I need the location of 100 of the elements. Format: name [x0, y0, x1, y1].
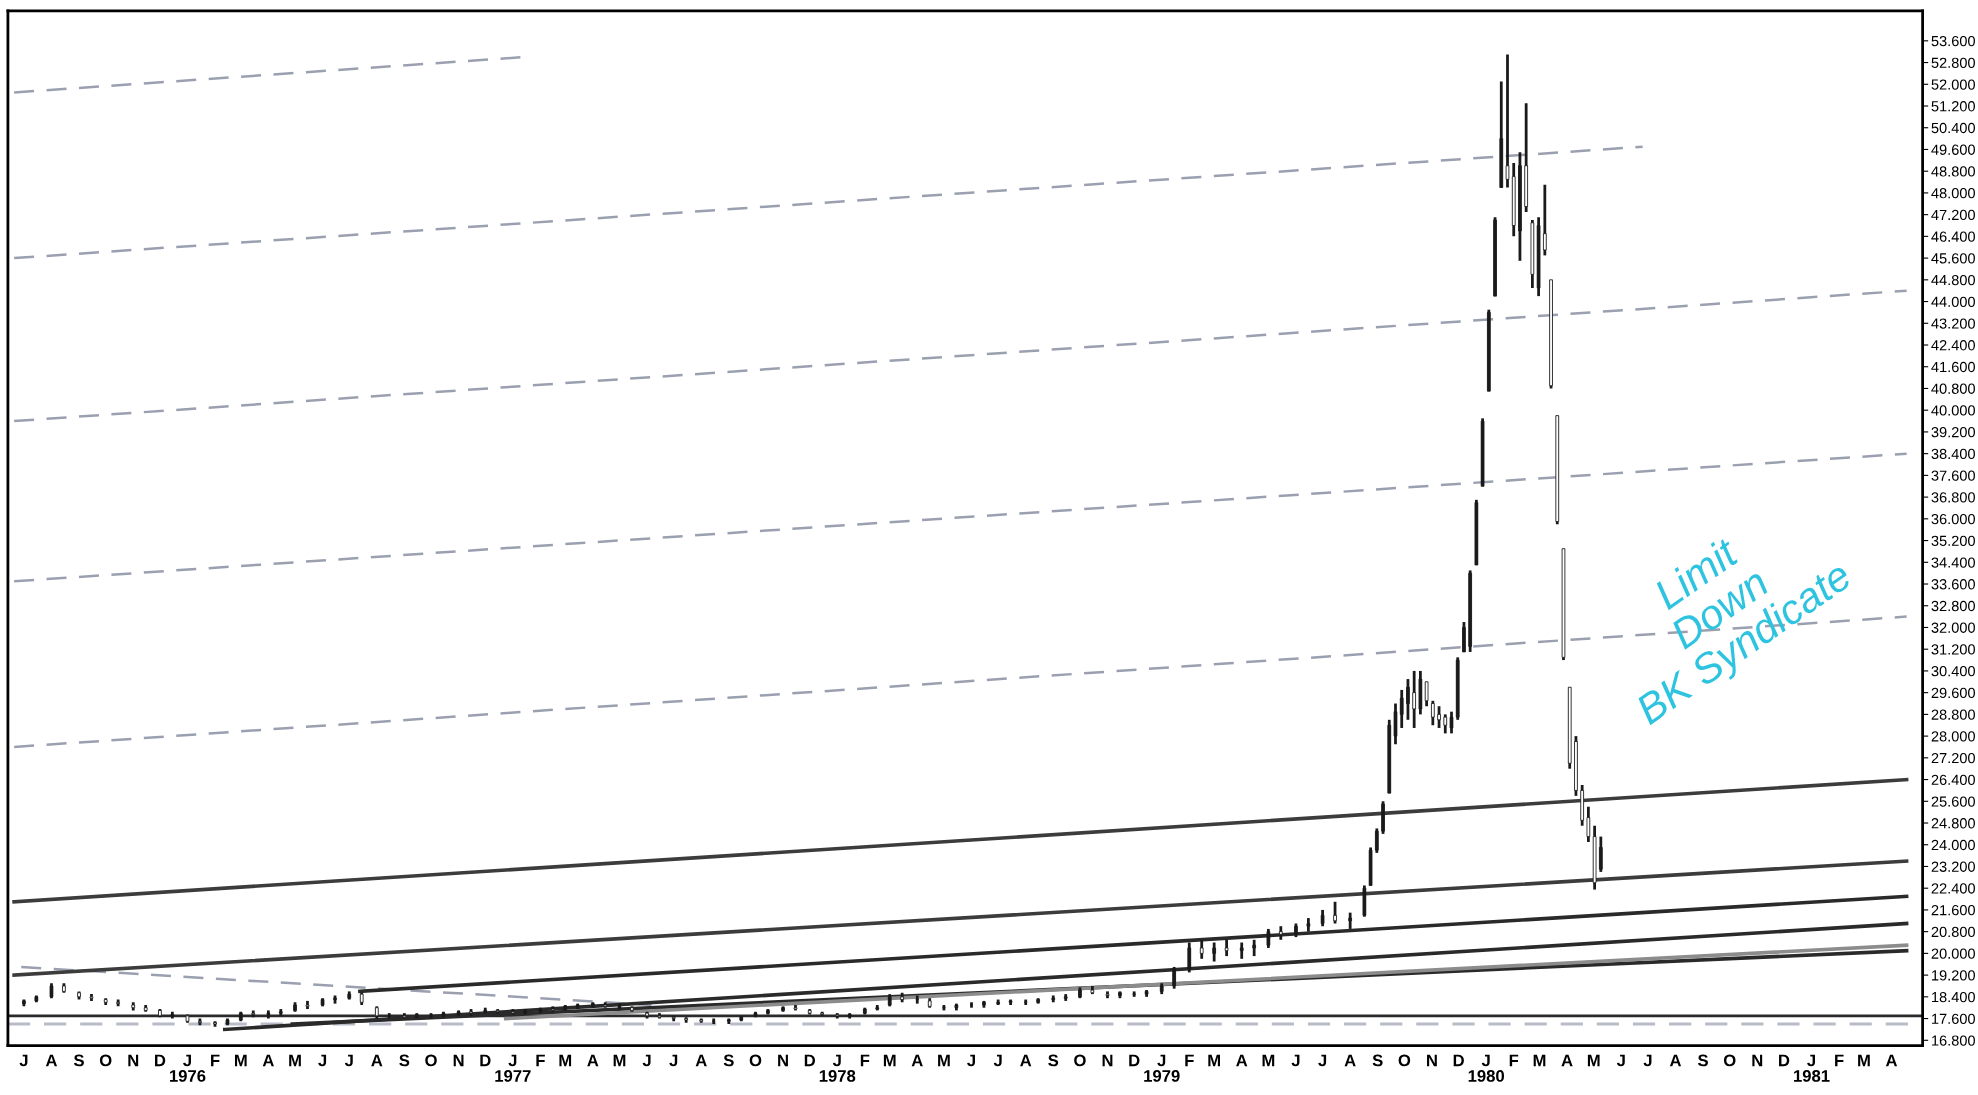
y-tick-label: 27.200: [1931, 752, 1975, 764]
y-tick-label: 32.000: [1931, 622, 1975, 633]
x-tick-label: A: [371, 1054, 383, 1067]
y-tick-label: 38.400: [1931, 448, 1975, 460]
y-tick-label: 29.600: [1931, 687, 1975, 699]
x-tick-label: D: [1129, 1054, 1140, 1067]
x-tick-label: O: [425, 1054, 437, 1067]
y-tick-label: 24.800: [1931, 818, 1975, 829]
y-tick-label: 42.400: [1931, 340, 1975, 351]
x-tick-label: O: [1723, 1054, 1736, 1067]
y-tick-label: 33.600: [1931, 579, 1975, 590]
x-tick-label: A: [695, 1054, 707, 1067]
x-tick-label: D: [804, 1054, 816, 1067]
y-tick-label: 35.200: [1931, 535, 1975, 546]
x-tick-label: M: [289, 1054, 301, 1067]
y-tick-label: 28.800: [1931, 709, 1975, 720]
y-tick-label: 36.000: [1931, 513, 1975, 525]
x-tick-label: M: [1262, 1054, 1275, 1067]
y-tick-label: 40.800: [1931, 383, 1975, 394]
x-tick-label: D: [480, 1054, 491, 1067]
x-tick-label: M: [938, 1054, 950, 1067]
x-tick-label: O: [1398, 1054, 1411, 1067]
x-tick-label: F: [1835, 1054, 1844, 1067]
x-tick-label: J 1981: [1794, 1054, 1830, 1082]
y-tick-label: 25.600: [1931, 796, 1975, 807]
x-tick-label: M: [1858, 1054, 1870, 1067]
x-tick-label: J: [993, 1054, 1002, 1067]
y-tick-label: 40.000: [1931, 405, 1975, 416]
x-tick-label: D: [1779, 1054, 1790, 1067]
y-tick-label: 20.800: [1931, 926, 1975, 938]
x-tick-label: S: [399, 1054, 410, 1067]
x-tick-label: A: [1020, 1054, 1032, 1067]
x-tick-label: N: [1102, 1054, 1113, 1067]
y-tick-label: 39.200: [1931, 427, 1975, 438]
y-tick-label: 20.000: [1931, 948, 1975, 959]
y-tick-label: 44.000: [1931, 296, 1975, 307]
y-tick-label: 52.000: [1931, 79, 1975, 90]
x-tick-label: D: [155, 1054, 166, 1067]
x-tick-label: O: [1074, 1054, 1086, 1067]
x-tick-label: F: [1185, 1054, 1194, 1067]
y-tick-label: 50.400: [1931, 122, 1975, 134]
x-tick-label: J: [967, 1054, 975, 1067]
x-tick-label: J 1977: [495, 1054, 531, 1082]
x-tick-label: N: [1427, 1054, 1437, 1067]
x-tick-label: F: [860, 1054, 870, 1067]
x-tick-label: A: [1236, 1054, 1248, 1067]
y-tick-label: 52.800: [1931, 57, 1975, 68]
x-tick-label: M: [1208, 1054, 1220, 1067]
y-tick-label: 19.200: [1932, 970, 1975, 981]
x-tick-label: J: [642, 1054, 651, 1067]
x-tick-label: A: [1885, 1054, 1898, 1067]
x-tick-label: F: [1509, 1054, 1519, 1067]
x-tick-label: M: [234, 1054, 247, 1067]
x-tick-label: J 1980: [1468, 1054, 1505, 1082]
x-tick-label: J 1979: [1144, 1054, 1180, 1082]
x-tick-label: J 1978: [819, 1054, 856, 1082]
x-tick-label: J: [318, 1054, 327, 1067]
y-tick-label: 18.400: [1932, 991, 1975, 1003]
y-tick-label: 23.200: [1931, 861, 1975, 872]
y-tick-label: 43.200: [1931, 318, 1975, 329]
x-tick-label: A: [45, 1054, 58, 1067]
y-tick-label: 41.600: [1931, 361, 1975, 373]
x-tick-label: A: [587, 1054, 599, 1067]
y-tick-label: 53.600: [1931, 35, 1975, 47]
x-tick-label: M: [1587, 1054, 1600, 1067]
y-tick-label: 26.400: [1931, 774, 1975, 785]
x-tick-label: J: [669, 1054, 678, 1067]
x-tick-label: N: [128, 1054, 139, 1067]
y-tick-label: 32.800: [1931, 600, 1975, 612]
y-tick-label: 30.400: [1931, 666, 1975, 677]
x-tick-label: J: [1318, 1054, 1327, 1067]
y-tick-label: 37.600: [1931, 470, 1975, 481]
x-tick-label: A: [1344, 1054, 1356, 1067]
x-tick-label: J: [344, 1054, 353, 1067]
x-tick-label: J 1976: [169, 1054, 206, 1082]
x-tick-label: O: [99, 1054, 112, 1067]
y-tick-label: 34.400: [1931, 557, 1975, 568]
y-tick-label: 28.000: [1931, 731, 1975, 742]
x-tick-label: S: [1372, 1054, 1383, 1067]
x-tick-label: S: [73, 1054, 84, 1067]
y-tick-label: 48.000: [1931, 188, 1975, 199]
x-tick-label: J: [19, 1054, 28, 1067]
y-tick-label: 22.400: [1931, 883, 1975, 894]
y-tick-label: 17.600: [1932, 1013, 1975, 1024]
y-tick-label: 45.600: [1931, 253, 1975, 264]
x-tick-label: M: [1533, 1054, 1546, 1067]
x-tick-label: A: [911, 1054, 923, 1067]
x-tick-label: A: [262, 1054, 274, 1067]
y-tick-label: 44.800: [1931, 274, 1975, 286]
x-tick-label: N: [453, 1054, 464, 1067]
y-tick-label: 47.200: [1931, 209, 1975, 221]
y-tick-label: 46.400: [1931, 231, 1975, 242]
y-tick-label: 49.600: [1931, 144, 1975, 155]
y-tick-label: 48.800: [1931, 166, 1975, 177]
x-tick-label: A: [1561, 1054, 1573, 1067]
x-tick-label: J: [1643, 1054, 1652, 1067]
y-tick-label: 31.200: [1931, 644, 1975, 655]
x-tick-label: O: [749, 1054, 762, 1067]
x-tick-label: F: [536, 1054, 545, 1067]
y-tick-label: 51.200: [1931, 101, 1975, 112]
